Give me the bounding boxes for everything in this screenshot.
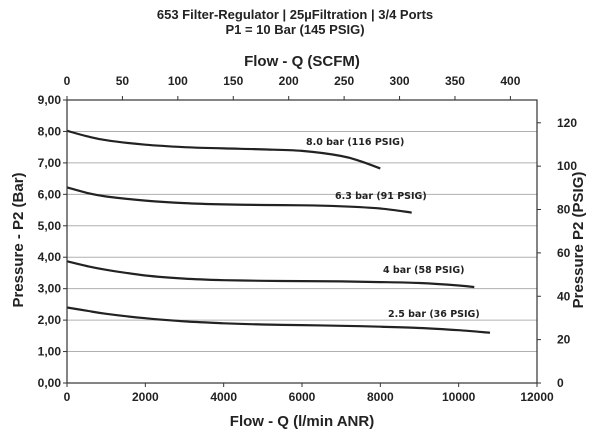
top-axis-title: Flow - Q (SCFM) [244,53,360,70]
chart-subtitle: P1 = 10 Bar (145 PSIG) [225,22,364,37]
ticks: 0,00 1,00 2,00 3,00 4,00 5,00 6,00 7,00 8,00 9,00… [38,74,578,404]
x2-tick-label: 300 [390,74,410,88]
x2-tick-label: 50 [116,74,130,88]
x-tick-label: 0 [64,390,71,404]
x2-tick-label: 250 [334,74,354,88]
y2-tick-label: 0 [557,376,564,390]
y-tick-label: 4,00 [38,250,62,264]
grid [67,130,537,353]
x-tick-label: 4000 [210,390,237,404]
y2-tick-label: 100 [557,159,577,173]
chart-title: 653 Filter-Regulator | 25µFiltration | 3… [157,7,433,22]
y2-tick-label: 60 [557,246,571,260]
y-tick-label: 8,00 [38,124,62,138]
series-label: 6.3 bar (91 PSIG) [335,191,427,202]
plot-frame [66,99,538,384]
x-tick-label: 2000 [132,390,159,404]
series-label: 8.0 bar (116 PSIG) [306,137,404,148]
left-axis-title: Pressure - P2 (Bar) [10,172,27,307]
y-tick-label: 1,00 [38,345,62,359]
series-line [66,306,491,334]
x-tick-label: 6000 [289,390,316,404]
y-tick-label: 2,00 [38,313,62,327]
x2-tick-label: 150 [223,74,243,88]
y-tick-label: 7,00 [38,156,62,170]
series-line [66,260,475,289]
series-label: 4 bar (58 PSIG) [383,265,464,276]
y-tick-label: 6,00 [38,187,62,201]
y-tick-label: 3,00 [38,282,62,296]
x2-tick-label: 400 [500,74,520,88]
y-tick-label: 5,00 [38,219,62,233]
x2-tick-label: 0 [64,74,71,88]
curves: 8.0 bar (116 PSIG) 6.3 bar (91 PSIG) 4 bar… [66,129,491,334]
y2-tick-label: 40 [557,289,571,303]
y-tick-label: 0,00 [38,376,62,390]
series-line [66,129,381,170]
x-tick-label: 10000 [442,390,476,404]
series-label: 2.5 bar (36 PSIG) [388,309,480,320]
x2-tick-label: 350 [445,74,465,88]
y2-tick-label: 120 [557,116,577,130]
x2-tick-label: 200 [279,74,299,88]
right-axis-title: Pressure P2 (PSIG) [570,172,587,309]
bottom-axis-title: Flow - Q (l/min ANR) [230,413,374,430]
x-tick-label: 8000 [367,390,394,404]
y2-tick-label: 20 [557,333,571,347]
x-tick-label: 12000 [520,390,554,404]
y-tick-label: 9,00 [38,93,62,107]
x2-tick-label: 100 [168,74,188,88]
y2-tick-label: 80 [557,203,571,217]
series-line [66,186,412,214]
